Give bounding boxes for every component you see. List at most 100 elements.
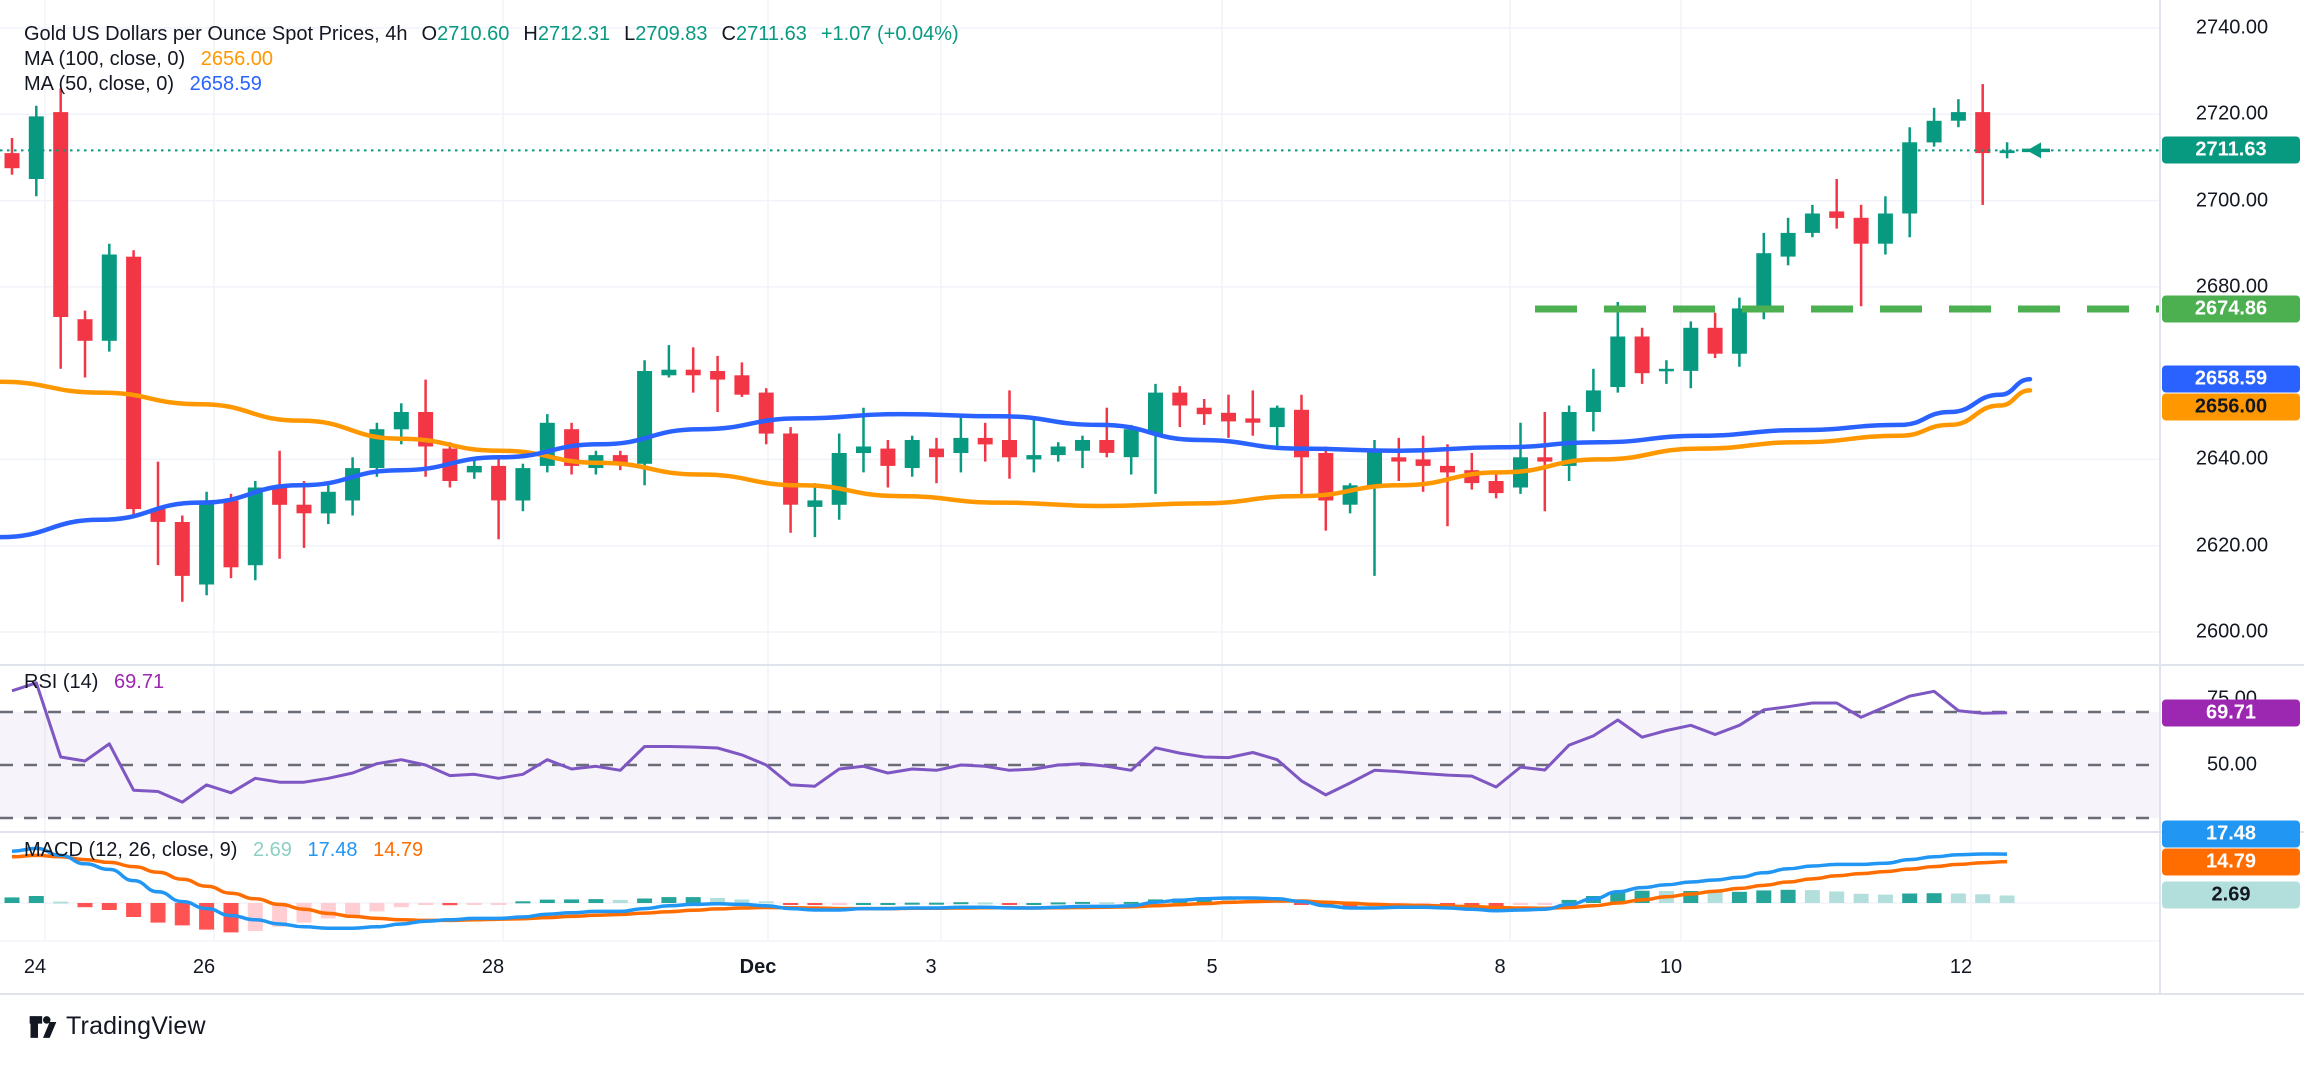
candle bbox=[1172, 392, 1188, 406]
candle bbox=[491, 465, 507, 501]
ma100-value: 2656.00 bbox=[200, 48, 274, 70]
rsi-pane bbox=[0, 681, 2160, 820]
candle bbox=[661, 369, 677, 376]
macd-hist-bar bbox=[393, 903, 409, 908]
candle bbox=[28, 116, 44, 179]
macd-badge-hist: 2.69 bbox=[2162, 881, 2300, 909]
macd-hist-bar bbox=[637, 898, 653, 903]
macd-label[interactable]: MACD (12, 26, close, 9) bbox=[24, 839, 238, 861]
macd-hist-bar bbox=[1123, 901, 1139, 904]
tradingview-watermark[interactable]: TradingView bbox=[28, 1012, 206, 1041]
candle bbox=[1658, 368, 1674, 372]
macd-hist-bar bbox=[1464, 903, 1480, 906]
macd-hist-bar bbox=[710, 898, 726, 903]
candle bbox=[101, 254, 117, 341]
macd-hist-bar bbox=[150, 903, 166, 923]
macd-hist-bar bbox=[28, 896, 44, 903]
ohlc-val: 2709.83 bbox=[635, 23, 708, 45]
macd-hist-bar bbox=[1488, 903, 1504, 907]
macd-hist-bar bbox=[1099, 902, 1115, 905]
candle bbox=[1756, 253, 1772, 309]
macd-hist-bar bbox=[1804, 890, 1820, 903]
time-label-8: 8 bbox=[1494, 956, 1506, 978]
macd-hist-bar bbox=[466, 903, 482, 905]
price-badge-current: 2711.63 bbox=[2162, 136, 2300, 164]
candle bbox=[77, 319, 93, 341]
candle bbox=[1585, 390, 1601, 412]
rsi-line bbox=[11, 681, 2008, 804]
candle bbox=[1002, 440, 1017, 458]
price-tick: 2680.00 bbox=[2195, 275, 2269, 298]
macd-hist-bar bbox=[1075, 901, 1090, 904]
candle bbox=[1731, 308, 1747, 354]
ma50-legend-row: MA (50, close, 0) 2658.59 bbox=[24, 72, 959, 96]
candle bbox=[466, 465, 482, 473]
price-axis[interactable]: 2740.00 2720.00 2700.00 2680.00 2640.00 2620.… bbox=[2160, 0, 2304, 995]
candle bbox=[1999, 150, 2015, 154]
candle bbox=[1804, 213, 1820, 233]
macd-hist-bar bbox=[1002, 903, 1017, 905]
symbol-legend: Gold US Dollars per Ounce Spot Prices, 4… bbox=[24, 22, 959, 97]
candle bbox=[831, 453, 847, 505]
candle bbox=[953, 437, 969, 453]
ma50-label[interactable]: MA (50, close, 0) bbox=[24, 73, 175, 95]
rsi-label[interactable]: RSI (14) bbox=[24, 671, 99, 693]
price-tick: 2640.00 bbox=[2195, 447, 2269, 470]
ma100-line bbox=[0, 379, 2033, 509]
macd-hist-bar bbox=[247, 903, 263, 931]
time-label-28: 28 bbox=[481, 956, 505, 978]
macd-hist-bar bbox=[1853, 893, 1869, 903]
candle bbox=[1634, 336, 1650, 374]
candle bbox=[1294, 409, 1309, 458]
macd-hist-bar bbox=[880, 903, 896, 905]
macd-hist-bar bbox=[1780, 889, 1796, 903]
candle bbox=[929, 448, 944, 458]
macd-signal-line bbox=[11, 853, 2008, 923]
macd-line bbox=[11, 846, 2008, 930]
macd-hist-bar bbox=[783, 903, 799, 905]
candle bbox=[1415, 459, 1431, 466]
candle bbox=[1683, 327, 1699, 371]
tradingview-logo-icon bbox=[29, 1015, 57, 1038]
macd-hist-bar bbox=[1707, 891, 1723, 903]
macd-hist-bar bbox=[4, 897, 20, 903]
candle bbox=[1367, 448, 1382, 488]
ma100-label[interactable]: MA (100, close, 0) bbox=[24, 48, 186, 70]
candle bbox=[856, 446, 871, 453]
candle bbox=[1780, 232, 1796, 257]
candle bbox=[1561, 412, 1577, 466]
macd-hist-bar bbox=[953, 902, 969, 905]
macd-hist-value: 2.69 bbox=[252, 839, 292, 861]
candle bbox=[272, 487, 288, 505]
macd-hist-bar bbox=[1999, 895, 2015, 903]
change-value: +1.07 (+0.04%) bbox=[820, 23, 959, 45]
macd-hist-bar bbox=[1902, 893, 1918, 903]
time-label-5: 5 bbox=[1206, 956, 1218, 978]
ma50-value: 2658.59 bbox=[189, 73, 262, 95]
time-axis[interactable]: 24 26 28 Dec 3 5 8 10 12 bbox=[0, 944, 2160, 992]
macd-hist-bar bbox=[1756, 890, 1772, 903]
candle bbox=[807, 500, 823, 507]
macd-hist-bar bbox=[539, 899, 555, 903]
macd-hist-bar bbox=[272, 903, 288, 927]
macd-hist-bar bbox=[1877, 894, 1893, 903]
candle bbox=[1877, 213, 1893, 244]
price-tick: 2700.00 bbox=[2195, 189, 2269, 212]
ohlc-key: O bbox=[421, 23, 438, 45]
symbol-title[interactable]: Gold US Dollars per Ounce Spot Prices, 4… bbox=[24, 23, 408, 45]
macd-hist-bar bbox=[1513, 903, 1528, 905]
time-label-10: 10 bbox=[1659, 956, 1683, 978]
rsi-legend: RSI (14) 69.71 bbox=[24, 670, 164, 694]
macd-hist-bar bbox=[1950, 893, 1966, 903]
macd-pane bbox=[4, 846, 2015, 933]
candle bbox=[1050, 446, 1066, 456]
macd-hist-bar bbox=[929, 902, 944, 905]
candle bbox=[783, 433, 799, 505]
rsi-tick: 50.00 bbox=[2206, 753, 2258, 776]
candle bbox=[223, 500, 239, 568]
ohlc-val: 2711.63 bbox=[736, 23, 807, 45]
macd-hist-bar bbox=[685, 897, 701, 903]
macd-hist-bar bbox=[53, 901, 69, 904]
candle bbox=[758, 392, 774, 434]
